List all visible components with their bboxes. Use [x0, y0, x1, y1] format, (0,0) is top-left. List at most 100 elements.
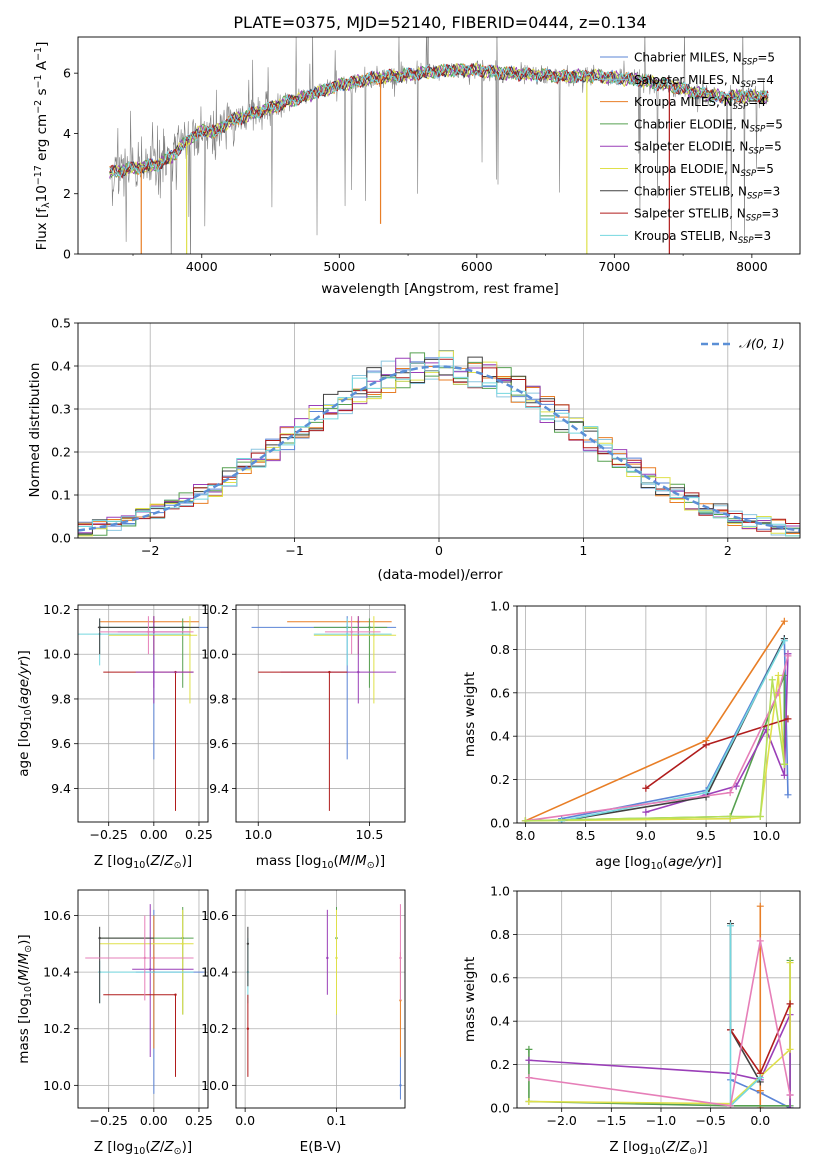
- y-tick-label: 10.0: [201, 647, 229, 662]
- label-part: )]: [375, 853, 386, 869]
- y-tick-label: 0.1: [51, 488, 71, 503]
- y-tick-label: 0.4: [490, 729, 510, 744]
- legend-text: Salpeter MILES, N: [634, 73, 741, 87]
- ticks: 8.0 8.5 9.0 9.5 10.0 0.0 0.2 0.4 0.6 0.8 1.0: [490, 599, 780, 844]
- axes-frame: [235, 604, 406, 823]
- ticks: −0.25 0.00 0.25 10.0 10.2 10.4 10.6: [43, 908, 213, 1128]
- legend-sub: SSP: [747, 191, 763, 201]
- label-part: ⊙: [174, 1146, 182, 1157]
- weight-marker: [521, 817, 529, 823]
- legend-sub: SSP: [741, 169, 757, 179]
- label-part: 10: [34, 185, 50, 202]
- legend-label: Salpeter ELODIE, NSSP=5: [634, 140, 782, 157]
- legend-label: Salpeter MILES, NSSP=4: [634, 73, 774, 90]
- data-point: [372, 634, 376, 637]
- data-point: [149, 968, 152, 971]
- weight-marker: [784, 791, 792, 799]
- data-point: [357, 670, 360, 674]
- y-tick-label: 0.8: [490, 927, 510, 942]
- legend-value: =3: [761, 207, 779, 221]
- label-part: 10: [23, 709, 34, 721]
- x-axis-label: Z [log10(Z/Z⊙)]: [94, 1139, 192, 1157]
- axes-frame: [235, 889, 406, 1109]
- label-part: age/yr: [16, 659, 32, 704]
- label-part: (: [661, 1139, 666, 1155]
- weight-marker: [525, 1074, 533, 1082]
- plot-area: [236, 890, 405, 1108]
- x-tick-label: 10.0: [244, 827, 272, 842]
- x-axis-label: Z [log10(Z/Z⊙)]: [94, 853, 192, 871]
- weight-marker: [786, 1045, 794, 1053]
- label-part: Flux [f: [34, 207, 50, 251]
- data-point: [246, 942, 250, 945]
- x-tick-label: −0.5: [695, 1113, 725, 1128]
- y-tick-label: 0.2: [51, 445, 71, 460]
- y-tick-label: 9.8: [209, 691, 229, 706]
- legend-label: Kroupa MILES, NSSP=4: [634, 95, 766, 112]
- label-part: /: [160, 1139, 165, 1155]
- data-point: [174, 993, 177, 996]
- weight-marker: [768, 676, 776, 684]
- weight-marker: [702, 789, 710, 797]
- y-tick-label: 0.3: [51, 402, 71, 417]
- x-tick-label: 0.25: [185, 827, 213, 842]
- y-tick-label: 10.0: [43, 647, 71, 662]
- y-tick-label: 0.5: [51, 316, 71, 331]
- age-vs-metallicity-plot: −0.25 0.00 0.259.49.69.810.010.2Z [log10(Z…: [16, 602, 213, 871]
- y-tick-label: 10.2: [43, 602, 71, 617]
- label-part: Z: [163, 1139, 174, 1155]
- y-tick-label: 10.6: [43, 908, 71, 923]
- axes-frame: [77, 889, 209, 1109]
- plot-area: [78, 323, 800, 538]
- marks: [521, 617, 792, 823]
- y-tick-label: 1.0: [490, 599, 510, 614]
- x-tick-label: −2: [141, 543, 159, 558]
- legend-text: Salpeter STELIB, N: [634, 207, 746, 221]
- y-tick-label: 0.0: [490, 816, 510, 831]
- y-tick-label: 0.0: [490, 1101, 510, 1116]
- x-tick-label: −1.5: [596, 1113, 626, 1128]
- plot-area: [517, 891, 800, 1108]
- data-point: [98, 626, 101, 629]
- y-tick-label: 6: [63, 66, 71, 81]
- label-part: M: [16, 969, 32, 981]
- axes-frame: [77, 36, 801, 255]
- label-part: s: [34, 88, 50, 99]
- label-part: 10: [23, 986, 34, 998]
- plot-area: [236, 605, 405, 822]
- marks: [251, 616, 397, 811]
- plot-area: [517, 606, 800, 823]
- weight-marker: [786, 959, 794, 967]
- label-part: (: [16, 704, 32, 709]
- legend-label: Kroupa ELODIE, NSSP=5: [634, 162, 774, 179]
- label-part: /: [160, 853, 165, 869]
- label-part: Z: [163, 853, 174, 869]
- label-part: Z: [665, 1139, 676, 1155]
- y-tick-label: 0.6: [490, 970, 510, 985]
- ticks: −0.25 0.00 0.25 9.4 9.6 9.8 10.0 10.2: [43, 602, 213, 842]
- label-part: 10: [133, 1146, 145, 1157]
- x-tick-label: 6000: [461, 259, 493, 274]
- weight-marker: [774, 689, 782, 697]
- x-axis-label: mass [log10(M/M⊙)]: [256, 853, 385, 871]
- data-point: [335, 956, 338, 960]
- y-tick-label: 0.6: [490, 685, 510, 700]
- weight-marker: [756, 1074, 764, 1082]
- grid: [78, 890, 208, 1108]
- model-spectrum-k-stelib: [109, 63, 769, 178]
- legend-sub: SSP: [741, 80, 757, 90]
- x-tick-label: 0.00: [140, 827, 168, 842]
- y-tick-label: 10.0: [201, 1078, 229, 1093]
- legend-label: Chabrier STELIB, NSSP=3: [634, 184, 780, 201]
- weight-marker: [756, 902, 764, 910]
- data-point: [246, 1027, 250, 1030]
- y-tick-label: 0.0: [51, 531, 71, 546]
- legend-sub: SSP: [746, 214, 762, 224]
- data-point: [98, 936, 101, 940]
- label-part: Normed distribution: [27, 363, 43, 498]
- data-point: [152, 670, 156, 674]
- weight-line-c-elodie: [525, 674, 786, 822]
- y-tick-label: 4: [63, 126, 71, 141]
- y-tick-label: 10.2: [201, 1021, 229, 1036]
